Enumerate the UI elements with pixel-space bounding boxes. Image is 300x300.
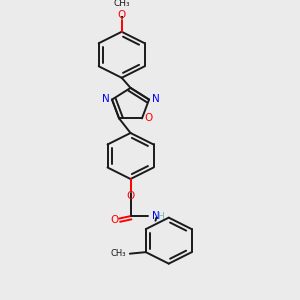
Text: O: O bbox=[126, 190, 134, 201]
Text: N: N bbox=[152, 94, 159, 104]
Text: H: H bbox=[158, 212, 164, 220]
Text: N: N bbox=[152, 211, 160, 221]
Text: CH₃: CH₃ bbox=[113, 0, 130, 8]
Text: O: O bbox=[118, 10, 126, 20]
Text: O: O bbox=[110, 215, 118, 225]
Text: N: N bbox=[102, 94, 110, 104]
Text: O: O bbox=[144, 113, 152, 123]
Text: CH₃: CH₃ bbox=[110, 249, 126, 258]
